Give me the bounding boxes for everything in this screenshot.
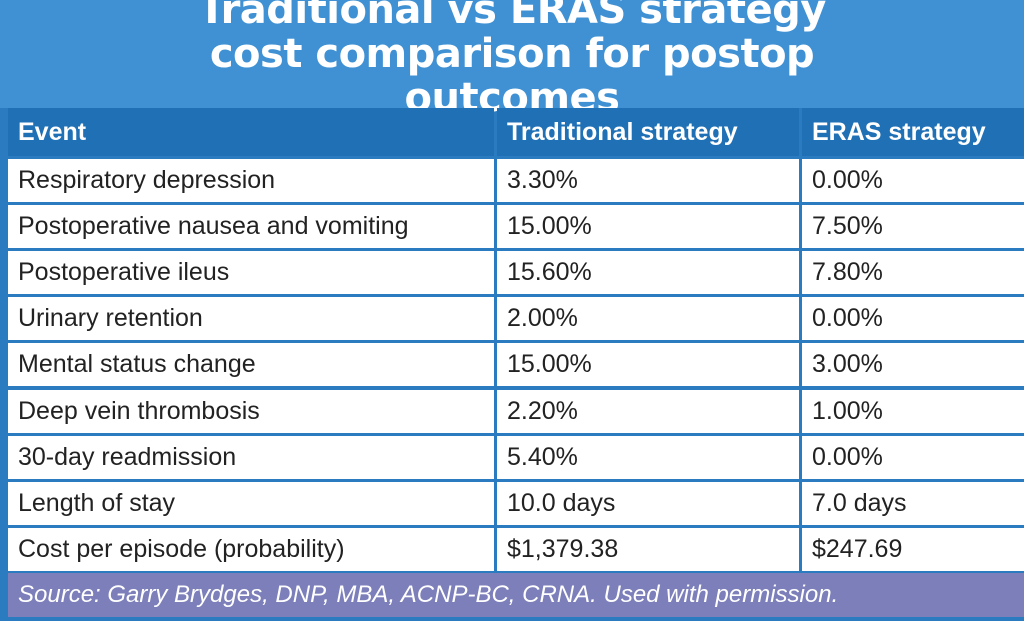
cell: 7.80% — [802, 251, 1024, 295]
cell: 3.00% — [802, 343, 1024, 387]
table-row: Mental status change 15.00% 3.00% — [0, 343, 1024, 387]
header-row: Event Traditional strategy ERAS strategy — [0, 108, 1024, 156]
cell: Length of stay — [8, 481, 494, 525]
source-note: Source: Garry Brydges, DNP, MBA, ACNP-BC… — [8, 573, 1024, 617]
cell: 0.00% — [802, 297, 1024, 341]
cell: Traditional strategy — [497, 108, 799, 156]
cell: 2.00% — [497, 297, 799, 341]
cell: 30-day readmission — [8, 435, 494, 479]
cell: 7.50% — [802, 205, 1024, 249]
cell: 3.30% — [497, 159, 799, 203]
cell: 15.60% — [497, 251, 799, 295]
table-row: Urinary retention 2.00% 0.00% — [0, 297, 1024, 341]
cell: Cost per episode (probability) — [8, 527, 494, 571]
cell: Deep vein thrombosis — [8, 389, 494, 433]
title: Traditional vs ERAS strategy cost compar… — [0, 0, 1024, 120]
table-row: Respiratory depression 3.30% 0.00% — [0, 159, 1024, 203]
cell: Event — [8, 108, 494, 156]
cell: Postoperative ileus — [8, 251, 494, 295]
cell: Mental status change — [8, 343, 494, 387]
cell: 2.20% — [497, 389, 799, 433]
table-row: Postoperative nausea and vomiting 15.00% 7… — [0, 205, 1024, 249]
cell: 15.00% — [497, 343, 799, 387]
cell: ERAS strategy — [802, 108, 1024, 156]
table-row: Postoperative ileus 15.60% 7.80% — [0, 251, 1024, 295]
cell: Urinary retention — [8, 297, 494, 341]
cell: $247.69 — [802, 527, 1024, 571]
cell: Postoperative nausea and vomiting — [8, 205, 494, 249]
table-row: Length of stay 10.0 days 7.0 days — [0, 481, 1024, 525]
cell: 7.0 days — [802, 481, 1024, 525]
table-row: Cost per episode (probability) $1,379.38 $… — [0, 527, 1024, 571]
cell: 5.40% — [497, 435, 799, 479]
cell: 15.00% — [497, 205, 799, 249]
cell: 10.0 days — [497, 481, 799, 525]
cell: $1,379.38 — [497, 527, 799, 571]
cell: 0.00% — [802, 159, 1024, 203]
cell: 0.00% — [802, 435, 1024, 479]
table-row: 30-day readmission 5.40% 0.00% — [0, 435, 1024, 479]
cell: Respiratory depression — [8, 159, 494, 203]
cell: 1.00% — [802, 389, 1024, 433]
table-row: Deep vein thrombosis 2.20% 1.00% — [0, 389, 1024, 433]
